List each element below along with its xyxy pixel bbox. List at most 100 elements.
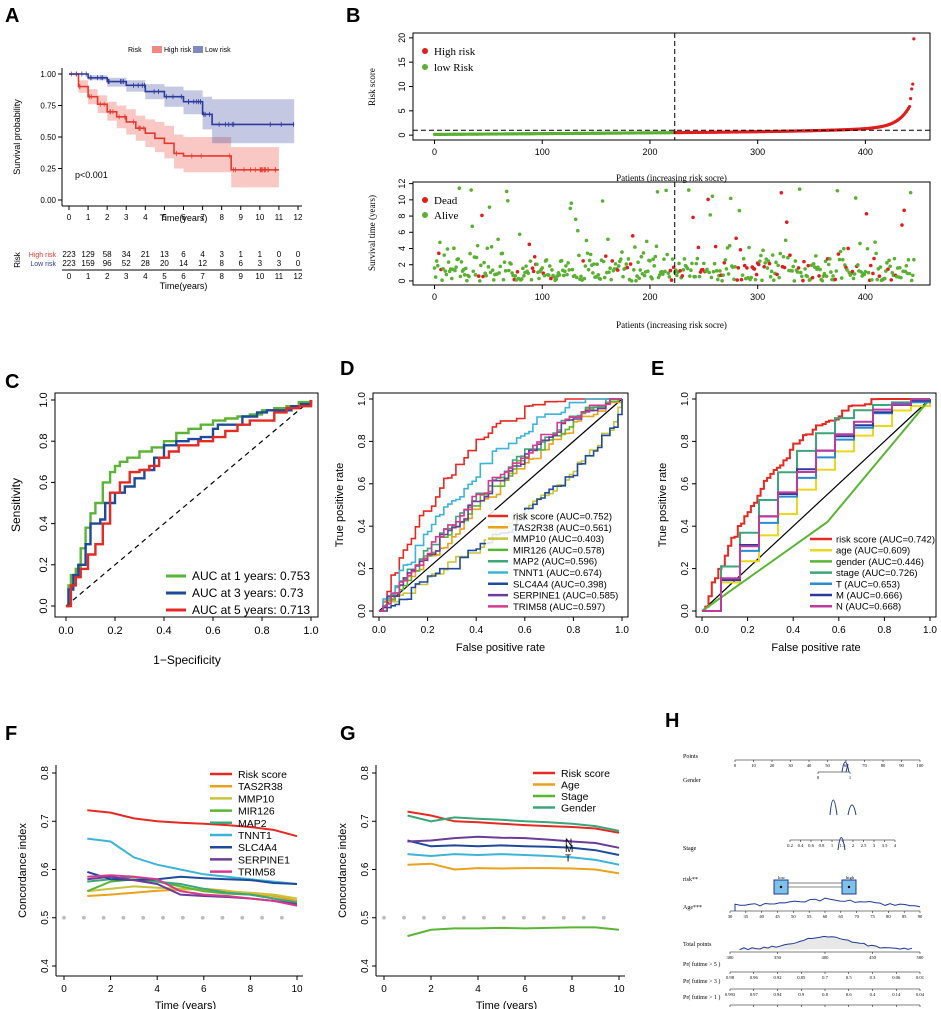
nomogram-row-label-H: Pr( futime > 5 ) [683,961,720,968]
x-tick-label-F: 2 [108,984,114,995]
survival-point-B [535,262,539,267]
x-tick-label-D: 1.0 [615,625,629,636]
survival-point-B [761,248,765,253]
x-tick-label-A: 11 [275,213,284,222]
legend-label-D: TNNT1 (AUC=0.674) [513,568,602,579]
risk-table-value-A: 0 [296,259,301,268]
survival-point-B [598,277,603,281]
survival-point-B [816,265,820,270]
survival-point-B [696,245,701,250]
nomogram-row-label-H: Points [683,754,699,760]
survival-point-B [486,265,491,269]
survival-point-B [877,274,882,279]
roc-curve-E-0 [702,398,930,612]
survival-point-B [588,252,593,257]
survival-point-B [652,264,657,268]
survival-point-B [875,277,880,282]
nomogram-tick-label-H: 0.06 [892,975,901,980]
legend-label-D: TAS2R38 (AUC=0.561) [513,523,612,534]
survival-point-B [473,273,478,277]
survival-point-B [621,274,625,279]
survival-point-B [503,269,508,273]
total-points-density-H [739,935,913,951]
survival-point-B [437,251,441,256]
reference-dot-G [601,915,606,920]
survival-point-B [898,265,902,270]
nomogram-tick-label-H: 85 [902,914,907,919]
y-tick-label-E: 0.6 [680,476,691,490]
survival-point-B [728,196,733,201]
x-tick-label-D: 0.8 [566,625,580,636]
survival-point-B [837,257,842,262]
y-axis-title-G: Concordance index [337,823,349,918]
nomogram-tick-label-H: 10 [751,763,756,768]
y-tick-label-B-top: 5 [397,108,407,113]
survival-point-B [609,277,613,282]
x-tick-label-B-bottom: 0 [432,292,437,302]
risk-table-row-label-A: High risk [29,252,57,259]
y-tick-label-D: 0.4 [357,519,368,533]
nomogram-tick-label-H: 0.04 [916,992,925,997]
survival-point-B [686,188,691,192]
survival-point-B [655,189,660,194]
survival-point-B [456,257,461,261]
risk-table-value-A: 96 [103,259,112,268]
risk-table-x-tick-A: 12 [294,272,303,281]
survival-point-B [758,259,762,263]
risk-table-title-A: Risk [13,251,22,268]
survival-point-B [682,257,687,261]
plot-frame-B-bottom [412,181,931,286]
survival-point-B [607,270,611,275]
survival-point-B [625,265,630,270]
survival-point-B [900,223,904,227]
x-tick-label-E: 0.2 [741,625,755,636]
nomogram-tick-label-H: 90 [899,763,904,768]
legend-label-B-top: low Risk [434,62,474,74]
survival-point-B [569,201,574,206]
x-axis-title-G: Time (years) [476,1000,537,1009]
nomogram-tick-label-H: 300 [727,955,735,960]
survival-point-B [858,241,862,246]
x-axis-title-B-top: Patients (increasing risk socre) [616,173,727,183]
risk-high-label-H: high [846,875,855,880]
x-tick-label-B-top: 300 [750,147,765,157]
x-tick-label-B-top: 0 [432,147,437,157]
cindex-line-F-5 [87,837,298,885]
y-tick-label-D: 0.0 [357,604,368,618]
nomogram-tick-label-H: 0.6 [808,843,814,848]
risk-table-value-A: 20 [160,259,169,268]
y-tick-label-C: 0.0 [38,598,50,613]
legend-bg-D [486,510,626,613]
survival-point-B [693,274,697,279]
y-tick-label-F: 0.7 [40,814,51,828]
survival-point-B [733,264,737,269]
survival-point-B [449,276,454,281]
nomogram-tick-label-H: 0.94 [773,992,782,997]
survival-point-B [469,188,473,192]
reference-dot-F [260,915,264,920]
survival-point-B [522,274,526,278]
survival-point-B [694,261,699,266]
km-curve-A-low [69,73,295,126]
risk-table-value-A: 223 [62,250,76,259]
survival-point-B [513,274,518,278]
survival-point-B [537,276,541,281]
survival-point-B [777,275,782,280]
x-tick-label-B-bottom: 100 [535,292,550,302]
survival-point-B [435,263,440,268]
legend-label-E: N (AUC=0.668) [836,602,901,613]
survival-point-B [489,245,494,249]
nomogram-tick-label-H: 80 [886,914,891,919]
y-tick-label-A: 0.50 [40,133,56,142]
y-axis-title-C: Sensitivity [9,478,23,532]
y-axis-title-F: Concordance index [17,823,29,918]
survival-point-B [833,277,838,282]
survival-point-B [502,260,507,264]
x-tick-label-E: 0.8 [877,625,891,636]
survival-point-B [836,252,841,256]
risk-table-value-A: 58 [103,250,112,259]
legend-label-C: AUC at 1 years: 0.753 [192,569,310,583]
plot-frame-B-top [412,32,931,141]
y-tick-label-B-bottom: 10 [397,195,407,205]
legend-label-D: MIR126 (AUC=0.578) [513,545,605,556]
